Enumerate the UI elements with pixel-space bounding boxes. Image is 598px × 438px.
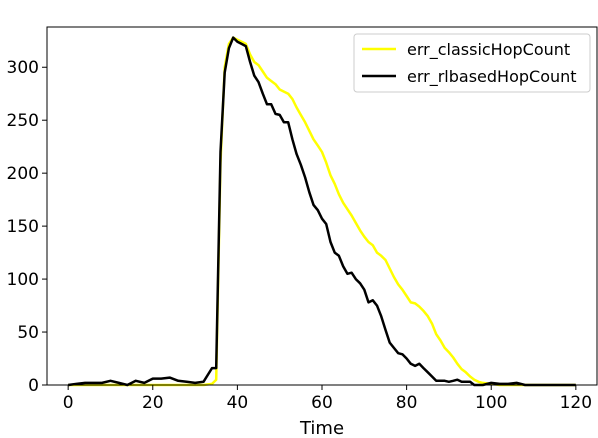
x-tick-label: 80 <box>396 393 418 413</box>
y-tick-label: 150 <box>7 217 39 237</box>
x-tick-label: 0 <box>63 393 74 413</box>
y-tick-label: 50 <box>17 323 39 343</box>
y-tick-label: 250 <box>7 111 39 131</box>
y-tick-label: 300 <box>7 58 39 78</box>
legend: err_classicHopCount err_rlbasedHopCount <box>353 33 591 93</box>
x-tick-label: 120 <box>560 393 592 413</box>
x-tick-label: 40 <box>227 393 249 413</box>
y-tick-label: 0 <box>28 376 39 396</box>
x-tick-label: 60 <box>311 393 333 413</box>
y-tick-label: 200 <box>7 164 39 184</box>
legend-label-rlbased: err_rlbasedHopCount <box>407 67 577 87</box>
y-axis: 0 50 100 150 200 250 300 <box>7 58 47 396</box>
series-line-1 <box>68 36 576 387</box>
legend-label-classic: err_classicHopCount <box>407 40 570 60</box>
legend-box <box>353 33 591 93</box>
x-tick-label: 20 <box>142 393 164 413</box>
x-axis-label: Time <box>299 418 344 438</box>
x-axis: 0 20 40 60 80 100 120 <box>63 385 592 413</box>
y-tick-label: 100 <box>7 270 39 290</box>
x-tick-label: 100 <box>475 393 507 413</box>
